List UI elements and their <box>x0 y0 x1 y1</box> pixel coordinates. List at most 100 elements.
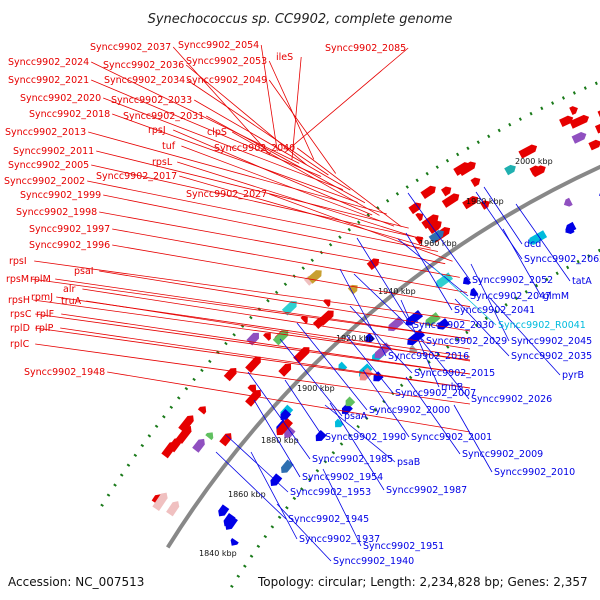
leader-line <box>453 404 493 473</box>
gene-arrow <box>205 432 214 441</box>
leader-line <box>34 260 471 322</box>
gene-label: Syncc9902_2045 <box>511 336 592 347</box>
gene-arrow <box>518 144 538 159</box>
gene-label: Syncc9902_2020 <box>20 93 101 104</box>
leader-line <box>60 327 471 389</box>
gene-label: rpsC <box>10 309 32 320</box>
leader-line <box>296 147 402 227</box>
leader-line <box>276 503 332 562</box>
left-leader-lines <box>31 44 471 433</box>
gene-label: rpsH <box>8 295 30 306</box>
gene-arrow <box>345 396 356 407</box>
gene-label: Syncc9902_2016 <box>388 351 469 362</box>
gene-arrow <box>531 165 546 178</box>
leader-line <box>247 371 311 460</box>
gene-arrow <box>338 361 348 371</box>
gene-arrow <box>504 164 516 176</box>
gene-arrow <box>421 214 439 230</box>
gene-label: Syncc9902_1999 <box>20 190 101 201</box>
gene-arrow <box>307 270 322 284</box>
gene-label: Syncc9902_2062 <box>524 254 600 265</box>
gene-label: Syncc9902_2040 <box>214 143 295 154</box>
gene-arrow <box>246 332 260 346</box>
leader-line <box>96 150 409 229</box>
gene-arrow <box>315 429 327 442</box>
leader-line <box>268 79 337 174</box>
leader-line <box>103 194 446 265</box>
kbp-tick-label: 1880 kbp <box>261 436 299 445</box>
gene-arrow <box>528 230 548 245</box>
leader-line <box>329 402 385 491</box>
gene-arrow <box>175 426 192 444</box>
leader-line <box>181 145 395 227</box>
leader-line <box>172 46 271 155</box>
gene-arrow <box>462 276 472 285</box>
gene-arrow <box>197 406 207 415</box>
gene-arrow <box>462 196 479 210</box>
leader-line <box>279 338 343 417</box>
kbp-tick-label: 2000 kbp <box>515 157 553 166</box>
gene-label: psaB <box>397 457 420 468</box>
gene-label: Syncc9902_2002 <box>4 176 85 187</box>
leader-line <box>397 238 469 297</box>
gene-label: tuf <box>162 141 176 152</box>
gene-label: psaI <box>74 266 94 277</box>
gene-arrow <box>469 287 479 297</box>
leader-line <box>232 131 380 216</box>
gene-label: rplD <box>10 323 30 334</box>
leader-line <box>31 278 471 340</box>
gene-label: Syncc9902_1937 <box>299 534 380 545</box>
leader-line <box>502 228 542 297</box>
gene-label: rplM <box>30 274 51 285</box>
leader-line <box>206 115 366 204</box>
gene-arrow <box>334 418 344 428</box>
right-leader-lines <box>215 186 571 562</box>
leader-line <box>324 404 396 463</box>
gene-label: Syncc9902_2021 <box>8 75 89 86</box>
gene-arrow <box>588 139 600 151</box>
gene-label: Syncc9902_2047 <box>470 291 551 302</box>
gene-arrow <box>440 186 452 197</box>
gene-arrow <box>278 363 292 377</box>
gene-label: Syncc9902_2026 <box>471 394 552 405</box>
leader-line <box>112 228 468 293</box>
gene-arrow <box>569 106 578 115</box>
gene-arrow <box>571 132 587 144</box>
leader-line <box>400 299 440 388</box>
leader-line <box>35 313 471 375</box>
leader-line <box>515 203 571 282</box>
gene-label: Syncc9902_2018 <box>29 109 110 120</box>
gene-label: glmM <box>543 291 569 302</box>
kbp-tick-label: 1920 kbp <box>336 334 374 343</box>
leader-line <box>112 113 358 203</box>
gene-arrow <box>594 121 600 134</box>
gene-label: Syncc9902_1987 <box>386 485 467 496</box>
gene-arrow <box>408 202 422 215</box>
leader-line <box>82 288 471 350</box>
leader-line <box>250 451 298 540</box>
leader-line <box>87 180 438 252</box>
gene-arrow <box>365 332 375 343</box>
leader-line <box>483 186 523 245</box>
gene-label: Syncc9902_2041 <box>454 305 535 316</box>
leader-line <box>353 273 425 342</box>
gene-label: truA <box>61 296 82 307</box>
gene-arrow <box>245 356 261 373</box>
gene-arrow <box>293 347 310 364</box>
kbp-tick-label: 1940 kbp <box>378 287 416 296</box>
gene-label: rpsM <box>6 274 29 285</box>
leader-line <box>35 343 471 405</box>
leader-line <box>339 268 387 357</box>
gene-arrow <box>407 329 426 346</box>
gene-label: pyrB <box>562 370 584 381</box>
kbp-tick-label: 1860 kbp <box>228 490 266 499</box>
gene-label: Syncc9902_2054 <box>178 40 259 51</box>
leader-line <box>177 161 417 238</box>
gene-label: Syncc9902_2034 <box>104 75 185 86</box>
leader-line <box>284 47 409 153</box>
gene-label: Syncc9902_2033 <box>111 95 192 106</box>
gene-arrow <box>415 213 424 222</box>
gene-arrow <box>435 272 454 288</box>
gene-arrow <box>161 441 177 459</box>
